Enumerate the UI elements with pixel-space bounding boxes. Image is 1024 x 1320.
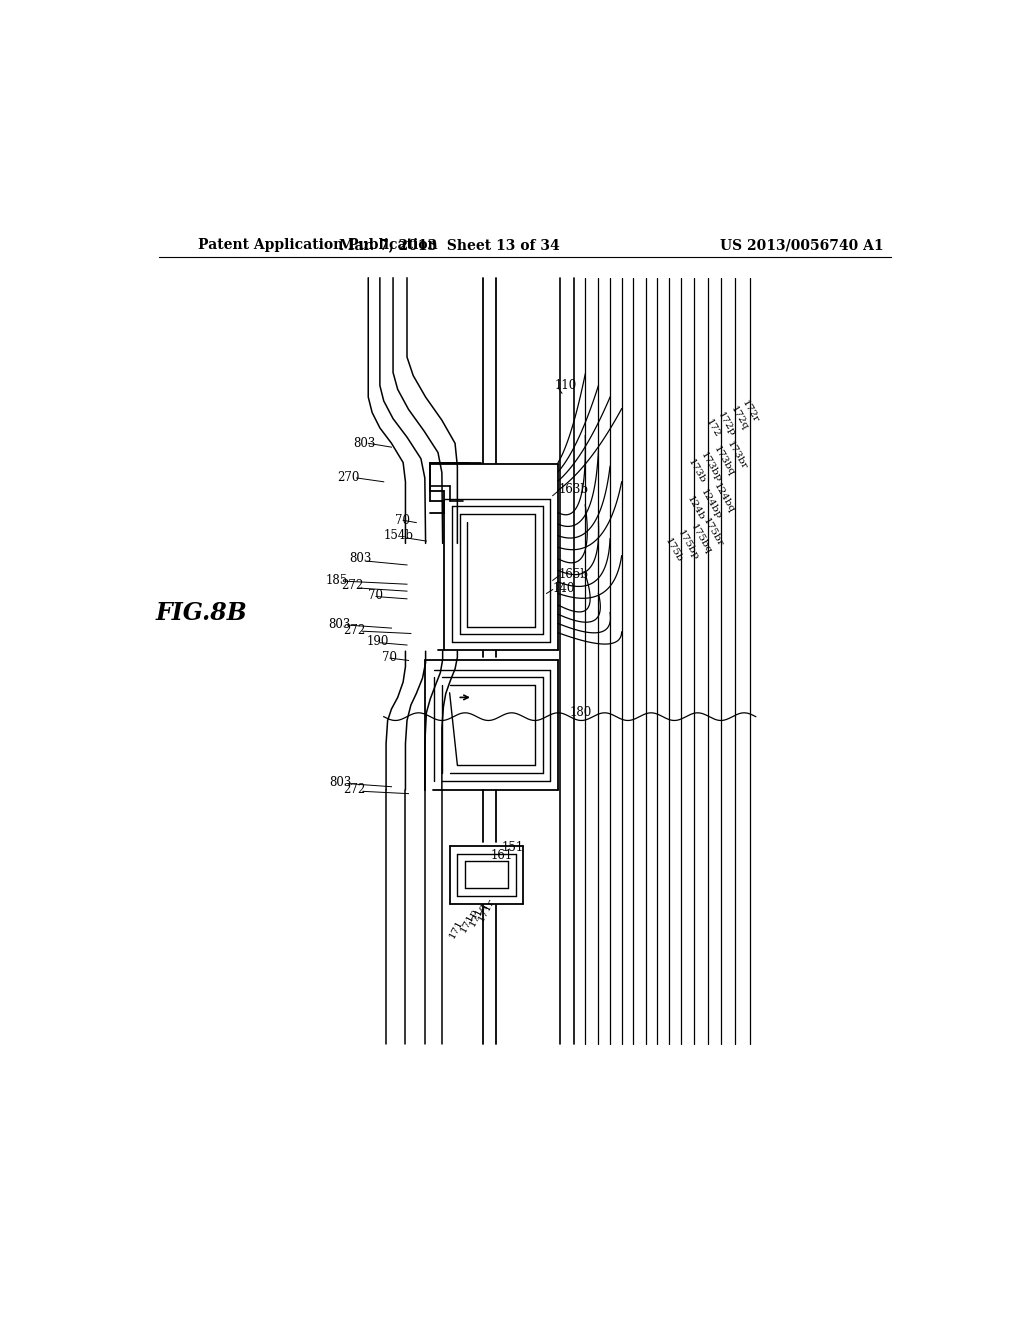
Text: 171q: 171q <box>468 900 488 928</box>
Text: 173br: 173br <box>725 440 749 471</box>
Text: 190: 190 <box>367 635 389 648</box>
Text: 161: 161 <box>490 849 513 862</box>
Text: 163b: 163b <box>558 483 588 496</box>
Text: US 2013/0056740 A1: US 2013/0056740 A1 <box>721 239 884 252</box>
Text: 173bp: 173bp <box>699 450 724 483</box>
Text: 270: 270 <box>337 471 359 484</box>
Text: FIG.8B: FIG.8B <box>156 601 248 624</box>
Text: 175br: 175br <box>701 516 725 548</box>
Text: 154b: 154b <box>384 529 414 543</box>
Text: 175bq: 175bq <box>688 523 713 556</box>
Text: 70: 70 <box>382 651 397 664</box>
Text: 175bp: 175bp <box>676 529 700 562</box>
Text: 173b: 173b <box>686 458 708 486</box>
Text: 124bq: 124bq <box>712 480 736 515</box>
Text: Patent Application Publication: Patent Application Publication <box>198 239 437 252</box>
Text: 172p: 172p <box>716 411 737 438</box>
Text: 165b: 165b <box>559 568 589 581</box>
Text: Mar. 7, 2013  Sheet 13 of 34: Mar. 7, 2013 Sheet 13 of 34 <box>339 239 560 252</box>
Text: 172: 172 <box>703 418 722 440</box>
Text: 272: 272 <box>343 624 366 638</box>
Text: 803: 803 <box>349 552 372 565</box>
Text: 124bp: 124bp <box>698 487 723 520</box>
Text: 272: 272 <box>341 579 364 593</box>
Text: 140: 140 <box>553 582 575 594</box>
Text: 70: 70 <box>395 513 411 527</box>
Text: 173bq: 173bq <box>712 445 736 478</box>
Text: 124b: 124b <box>685 495 707 523</box>
Text: 803: 803 <box>352 437 375 450</box>
Text: 175b: 175b <box>663 536 684 564</box>
Text: 180: 180 <box>569 706 592 719</box>
Text: 272: 272 <box>343 783 366 796</box>
Text: 70: 70 <box>369 589 383 602</box>
Text: 171: 171 <box>447 917 465 940</box>
Text: 803: 803 <box>330 776 352 788</box>
Text: 185: 185 <box>326 574 348 587</box>
Text: 172r: 172r <box>740 399 761 425</box>
Text: 151: 151 <box>502 841 524 854</box>
Text: 110: 110 <box>554 379 577 392</box>
Text: 171p: 171p <box>459 906 479 933</box>
Text: 172q: 172q <box>729 404 750 432</box>
Text: 171r: 171r <box>476 896 497 923</box>
Text: 803: 803 <box>328 618 350 631</box>
